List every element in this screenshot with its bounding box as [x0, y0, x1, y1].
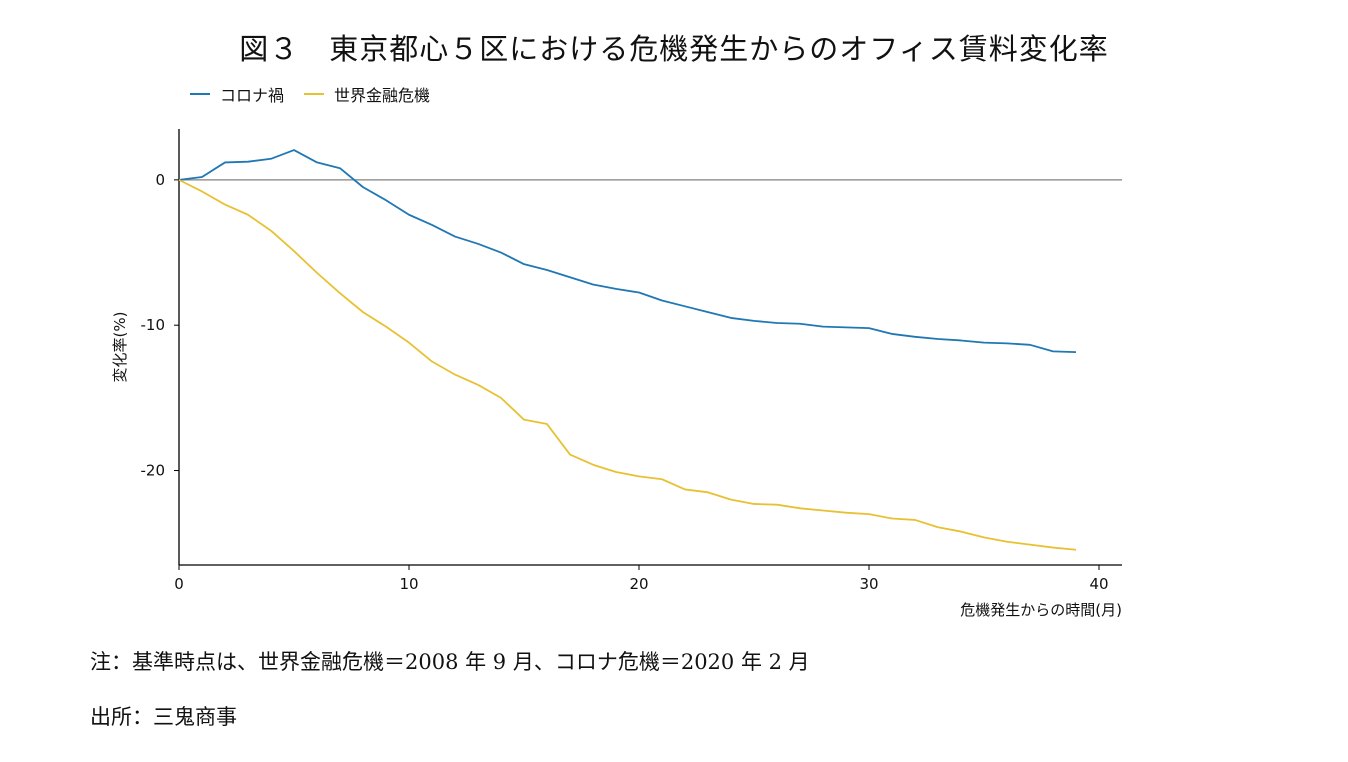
chart-title: 図３ 東京都心５区における危機発生からのオフィス賃料変化率	[239, 32, 1109, 66]
y-axis-label: 変化率(%)	[111, 312, 129, 383]
legend-item-covid: コロナ禍	[190, 82, 284, 106]
legend-label-gfc: 世界金融危機	[334, 86, 431, 105]
chart-axes: 0 10 20 30 40 0 -10 -20 危機発生からの時間(月) 変化率(%)	[111, 129, 1122, 619]
x-tick-label: 10	[399, 575, 418, 593]
x-axis-label: 危機発生からの時間(月)	[960, 601, 1122, 619]
x-tick-label: 20	[629, 575, 648, 593]
legend-swatch-gfc	[304, 93, 325, 95]
chart-legend: コロナ禍 世界金融危機	[190, 82, 450, 106]
chart-note: 注：基準時点は、世界金融危機＝2008 年 9 月、コロナ危機＝2020 年 2…	[90, 650, 810, 674]
y-tick-label: 0	[155, 171, 165, 189]
y-tick-label: -10	[141, 316, 166, 334]
legend-label-covid: コロナ禍	[220, 86, 285, 105]
chart-series	[178, 149, 1077, 551]
line-chart: 0 10 20 30 40 0 -10 -20 危機発生からの時間(月) 変化率(%)	[111, 129, 1122, 619]
x-tick-label: 0	[174, 575, 184, 593]
x-tick-label: 40	[1089, 575, 1108, 593]
x-tick-label: 30	[859, 575, 878, 593]
y-tick-label: -20	[141, 462, 166, 480]
legend-item-gfc: 世界金融危機	[304, 82, 430, 106]
series-line-gfc	[178, 179, 1077, 551]
legend-swatch-covid	[190, 93, 210, 95]
chart-source: 出所：三鬼商事	[90, 705, 237, 729]
series-line-covid	[178, 149, 1077, 353]
